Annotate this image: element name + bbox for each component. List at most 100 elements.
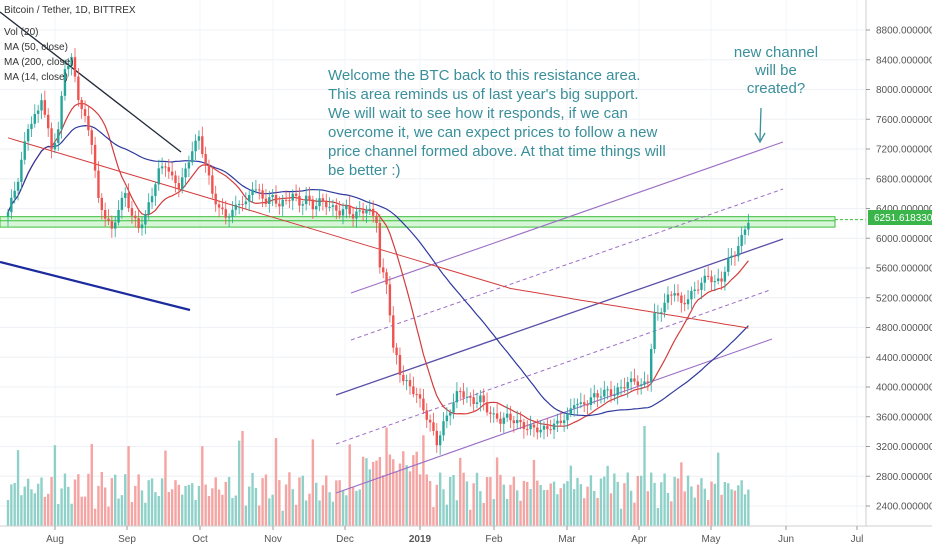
volume-bar (713, 483, 717, 526)
candle-body (335, 205, 338, 211)
candle-body (713, 281, 717, 283)
price-tick-label: 2400.00000000 (876, 502, 932, 513)
candle-body (328, 206, 331, 208)
candle-body (730, 255, 733, 258)
candle-body (663, 302, 666, 313)
volume-bar (33, 493, 36, 526)
volume-bar (502, 484, 505, 526)
annotation-side-line: will be (754, 62, 797, 79)
candle-body (20, 159, 23, 182)
volume-bar (221, 494, 224, 526)
candle-body (274, 194, 278, 204)
price-axis[interactable]: 8800.00000000 8400.00000000 8000.00000000 7… (866, 26, 932, 513)
candle-body (462, 391, 465, 398)
candle-body (30, 123, 33, 130)
volume-bar (717, 452, 720, 526)
volume-bar (452, 474, 455, 526)
volume-bar (170, 489, 174, 526)
candle-body (254, 189, 258, 191)
volume-bar (237, 440, 241, 526)
candle-body (405, 380, 408, 382)
volume-bar (422, 435, 425, 526)
time-tick-label: 2019 (409, 534, 432, 545)
candle-body (616, 387, 619, 396)
candle-body (331, 205, 335, 207)
volume-bar (60, 488, 63, 526)
volume-bar (294, 504, 298, 526)
volume-bar (596, 497, 599, 526)
volume-bar (482, 502, 485, 526)
candle-body (365, 209, 368, 214)
candle-body (636, 381, 639, 386)
candle-body (556, 420, 559, 424)
time-axis[interactable]: Aug Sep Oct Nov Dec 2019 Feb Mar Apr May Jun Jul (46, 526, 863, 545)
volume-bar (30, 489, 33, 526)
volume-bar (663, 473, 666, 526)
candle-body (606, 389, 609, 391)
volume-bar (505, 498, 509, 526)
volume-bar (572, 489, 576, 526)
candle-body (33, 113, 36, 124)
candle-body (539, 429, 542, 433)
volume-bar (140, 490, 144, 526)
candle-body (318, 198, 321, 207)
candle-body (294, 193, 298, 196)
volume-bar (653, 482, 656, 526)
time-tick-label: Apr (631, 534, 647, 545)
volume-bar (733, 490, 737, 526)
volume-bar (526, 481, 529, 526)
candle-body (700, 282, 703, 290)
legend-title: Bitcoin / Tether, 1D, BITTREX (4, 5, 136, 16)
volume-bar (258, 505, 261, 526)
candle-body (157, 168, 160, 185)
volume-bar (720, 494, 723, 526)
volume-bar (415, 451, 418, 526)
volume-bar (36, 483, 40, 526)
volume-bar (392, 459, 395, 526)
candle-body (36, 110, 40, 114)
candle-body (67, 65, 70, 70)
candle-body (509, 413, 512, 421)
volume-bar (740, 480, 743, 526)
volume-bar (211, 488, 214, 526)
lower-trend-line (0, 260, 191, 312)
volume-bar (405, 465, 408, 526)
candle-body (237, 203, 241, 205)
volume-bar (438, 472, 442, 526)
volume-bar (408, 471, 412, 526)
candle-body (321, 198, 325, 202)
volume-bar (576, 477, 579, 526)
candle-body (167, 167, 170, 172)
volume-bar (214, 477, 217, 526)
candle-body (164, 166, 167, 168)
candle-body (304, 195, 308, 205)
candle-body (593, 393, 596, 398)
volume-bar (368, 469, 371, 526)
candle-body (114, 222, 117, 229)
support-zone (0, 216, 836, 228)
candle-body (626, 382, 629, 389)
legend: Bitcoin / Tether, 1D, BITTREX Vol (20) M… (4, 5, 136, 83)
annotation-main-line: price channel formed above. At that time… (328, 143, 666, 160)
volume-bar (241, 431, 244, 526)
channel-main-line (335, 238, 784, 396)
candle-body (204, 153, 207, 165)
volume-bar (254, 487, 258, 526)
candle-body (358, 210, 361, 212)
volume-bar (348, 444, 351, 526)
candle-body (150, 196, 154, 203)
candle-body (435, 430, 438, 446)
candle-body (355, 211, 358, 219)
candle-body (87, 115, 90, 131)
candle-body (586, 404, 589, 406)
volume-bar (737, 485, 740, 526)
volume-bar (639, 475, 643, 526)
volume-bar (90, 443, 93, 526)
volume-bar (10, 484, 13, 526)
volume-bar (566, 481, 569, 526)
volume-bar (395, 472, 398, 526)
candle-body (368, 208, 371, 210)
candle-body (117, 209, 120, 223)
candle-body (475, 402, 479, 404)
